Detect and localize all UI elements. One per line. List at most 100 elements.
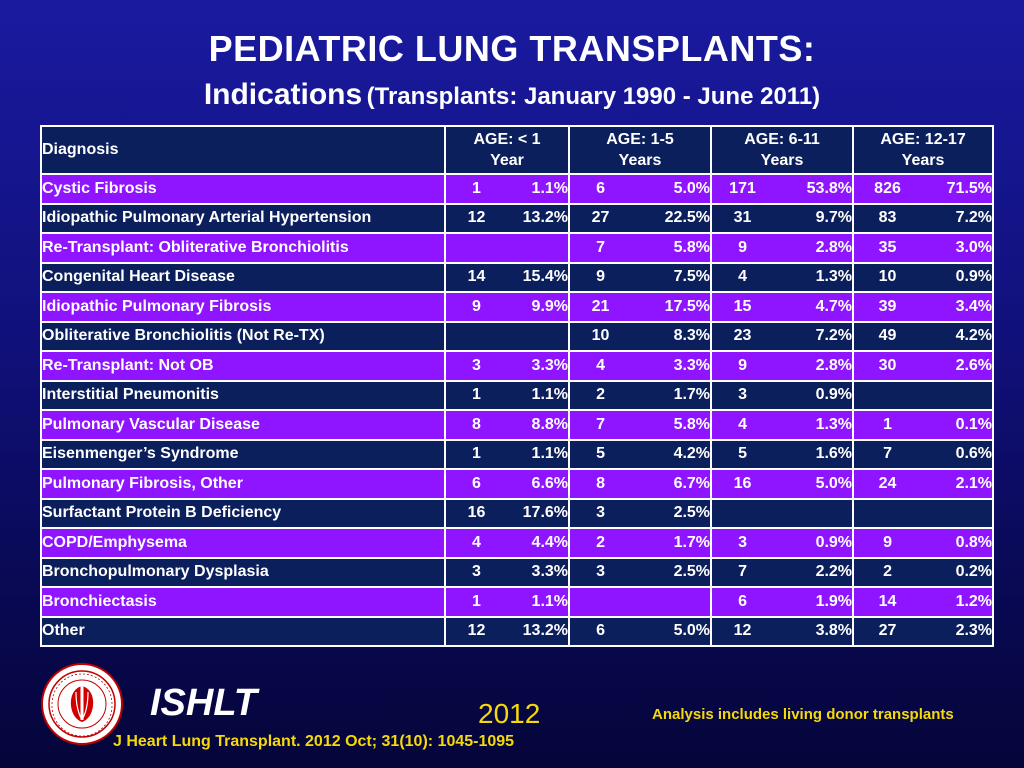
percent-cell: 71.5% (921, 173, 995, 205)
table-row: Obliterative Bronchiolitis (Not Re-TX) 10… (40, 320, 995, 352)
diagnosis-cell: Bronchopulmonary Dysplasia (40, 556, 446, 588)
subtitle-main: Indications (203, 78, 363, 111)
percent-cell: 3.3% (507, 350, 571, 382)
count-cell (852, 497, 922, 529)
count-cell: 826 (852, 173, 922, 205)
percent-cell: 17.5% (631, 291, 713, 323)
count-cell: 7 (852, 438, 922, 470)
percent-cell: 4.4% (507, 527, 571, 559)
percent-cell: 0.2% (921, 556, 995, 588)
percent-cell: 1.3% (773, 409, 855, 441)
count-cell: 15 (710, 291, 774, 323)
count-cell: 10 (852, 261, 922, 293)
percent-cell: 0.9% (773, 379, 855, 411)
percent-cell: 2.3% (921, 615, 995, 647)
count-cell: 83 (852, 202, 922, 234)
count-cell: 14 (444, 261, 507, 293)
table-row: Congenital Heart Disease 14 15.4% 9 7.5% 4 1.3… (40, 261, 995, 293)
count-cell: 9 (710, 350, 774, 382)
count-cell: 9 (710, 232, 774, 264)
age-header-line2: Years (901, 152, 945, 169)
diagnosis-cell: Pulmonary Vascular Disease (40, 409, 446, 441)
table-row: Bronchopulmonary Dysplasia 3 3.3% 3 2.5% 7 2.2… (40, 556, 995, 588)
diagnosis-cell: Idiopathic Pulmonary Arterial Hypertensi… (40, 202, 446, 234)
percent-cell: 6.7% (631, 468, 713, 500)
diagnosis-cell: Bronchiectasis (40, 586, 446, 618)
header-row: Diagnosis AGE: < 1 Year AGE: 1-5 Years A… (40, 125, 995, 175)
count-cell: 6 (444, 468, 507, 500)
percent-cell (921, 497, 995, 529)
count-cell (444, 232, 507, 264)
count-cell: 39 (852, 291, 922, 323)
table-row: Re-Transplant: Obliterative Bronchioliti… (40, 232, 995, 264)
percent-cell: 0.9% (773, 527, 855, 559)
percent-cell: 1.7% (631, 527, 713, 559)
count-cell: 4 (444, 527, 507, 559)
count-cell: 12 (710, 615, 774, 647)
percent-cell: 4.7% (773, 291, 855, 323)
count-cell: 6 (568, 173, 632, 205)
count-cell: 14 (852, 586, 922, 618)
count-cell: 1 (852, 409, 922, 441)
diagnosis-cell: Re-Transplant: Not OB (40, 350, 446, 382)
count-cell: 24 (852, 468, 922, 500)
age-header-line1: AGE: < 1 (473, 131, 541, 148)
percent-cell (773, 497, 855, 529)
count-cell: 6 (568, 615, 632, 647)
count-cell: 12 (444, 615, 507, 647)
diagnosis-cell: Cystic Fibrosis (40, 173, 446, 205)
count-cell: 2 (568, 379, 632, 411)
count-cell: 7 (568, 232, 632, 264)
diagnosis-header: Diagnosis (40, 125, 446, 175)
count-cell: 4 (710, 261, 774, 293)
percent-cell: 3.8% (773, 615, 855, 647)
count-cell: 1 (444, 173, 507, 205)
count-cell: 31 (710, 202, 774, 234)
count-cell: 1 (444, 438, 507, 470)
age-header-line2: Years (760, 152, 804, 169)
table-row: Idiopathic Pulmonary Arterial Hypertensi… (40, 202, 995, 234)
table-row: Bronchiectasis 1 1.1% 6 1.9% 14 1.2% (40, 586, 995, 618)
percent-cell: 4.2% (631, 438, 713, 470)
table-row: Other 12 13.2% 6 5.0% 12 3.8% 27 2.3% (40, 615, 995, 647)
percent-cell: 5.0% (631, 615, 713, 647)
percent-cell: 7.5% (631, 261, 713, 293)
count-cell: 3 (710, 527, 774, 559)
indications-table: Diagnosis AGE: < 1 Year AGE: 1-5 Years A… (40, 125, 995, 647)
percent-cell: 15.4% (507, 261, 571, 293)
table-row: Re-Transplant: Not OB 3 3.3% 4 3.3% 9 2.8% 30 2.… (40, 350, 995, 382)
count-cell: 27 (852, 615, 922, 647)
diagnosis-cell: Congenital Heart Disease (40, 261, 446, 293)
percent-cell: 3.3% (507, 556, 571, 588)
count-cell (568, 586, 632, 618)
percent-cell: 0.1% (921, 409, 995, 441)
count-cell: 9 (852, 527, 922, 559)
count-cell: 23 (710, 320, 774, 352)
percent-cell: 9.7% (773, 202, 855, 234)
percent-cell: 1.6% (773, 438, 855, 470)
count-cell (444, 320, 507, 352)
count-cell: 21 (568, 291, 632, 323)
count-cell (710, 497, 774, 529)
table-row: Pulmonary Fibrosis, Other 6 6.6% 8 6.7% 16 5.0… (40, 468, 995, 500)
count-cell: 30 (852, 350, 922, 382)
table-row: Surfactant Protein B Deficiency 16 17.6% 3 2… (40, 497, 995, 529)
count-cell: 4 (710, 409, 774, 441)
count-cell (852, 379, 922, 411)
slide-subtitle: Indications (Transplants: January 1990 -… (0, 78, 1024, 112)
age-header: AGE: 12-17 Years (852, 125, 995, 175)
age-header-line1: AGE: 6-11 (744, 131, 820, 148)
percent-cell: 5.0% (631, 173, 713, 205)
count-cell: 49 (852, 320, 922, 352)
count-cell: 3 (710, 379, 774, 411)
count-cell: 3 (444, 556, 507, 588)
percent-cell: 5.8% (631, 409, 713, 441)
table-row: Cystic Fibrosis 1 1.1% 6 5.0% 171 53.8% 826 71.5… (40, 173, 995, 205)
diagnosis-cell: Interstitial Pneumonitis (40, 379, 446, 411)
count-cell: 9 (444, 291, 507, 323)
percent-cell: 7.2% (921, 202, 995, 234)
count-cell: 171 (710, 173, 774, 205)
table-row: Eisenmenger’s Syndrome 1 1.1% 5 4.2% 5 1.6% 7 0.… (40, 438, 995, 470)
percent-cell: 6.6% (507, 468, 571, 500)
percent-cell: 2.8% (773, 350, 855, 382)
